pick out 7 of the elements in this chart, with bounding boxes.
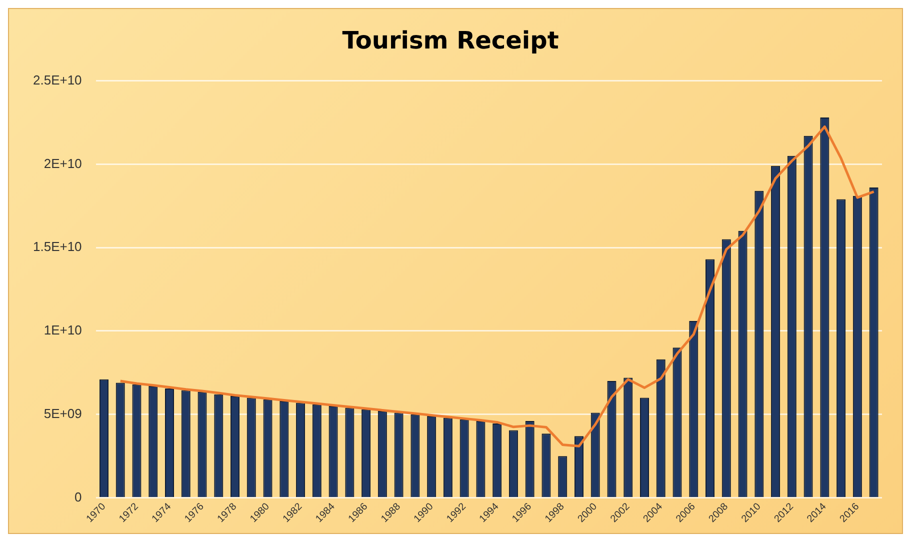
y-tick-label: 1E+10 (44, 322, 82, 338)
chart-title: Tourism Receipt (342, 26, 559, 55)
y-tick-label: 2E+10 (44, 156, 82, 171)
y-tick-label: 1.5E+10 (33, 239, 82, 254)
y-tick-label: 2.5E+10 (33, 72, 82, 88)
y-tick-label: 5E+09 (44, 406, 82, 421)
y-tick-label: 0 (74, 489, 82, 504)
